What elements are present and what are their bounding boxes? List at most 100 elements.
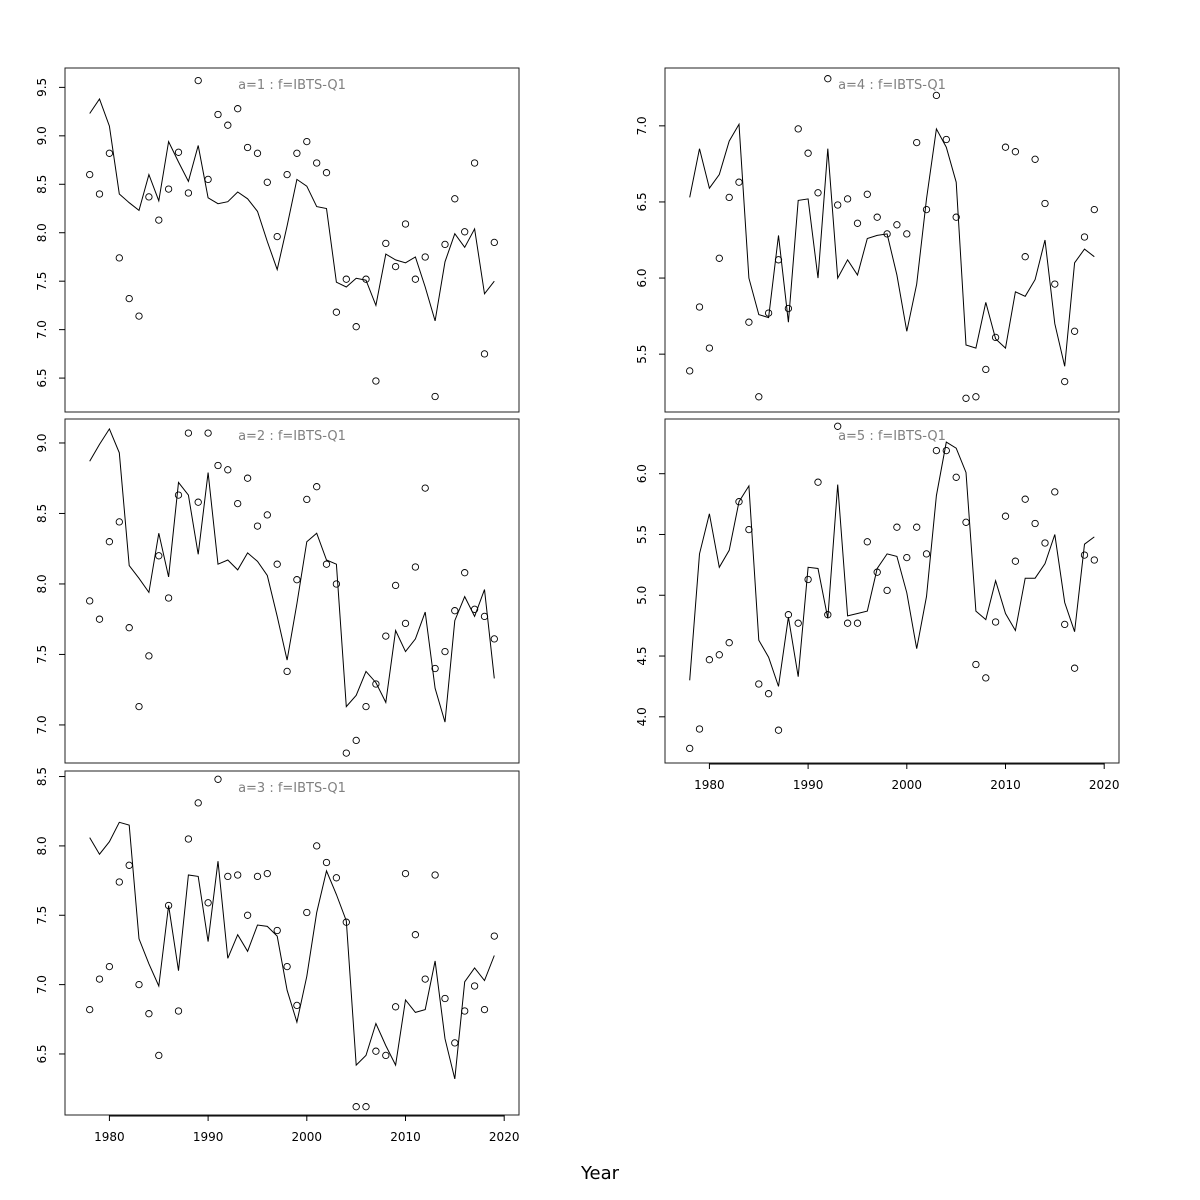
y-tick-label: 6.0 — [635, 464, 649, 483]
observed-point — [922, 205, 931, 214]
observed-point — [441, 240, 449, 249]
observed-point — [913, 523, 921, 531]
observed-point — [421, 975, 429, 983]
observed-point — [303, 495, 311, 504]
x-tick-label: 1980 — [694, 778, 725, 792]
observed-point — [972, 393, 980, 401]
observed-point — [932, 446, 941, 455]
observed-point — [794, 619, 802, 627]
observed-point — [982, 674, 990, 682]
fitted-line — [89, 427, 495, 723]
observed-point — [755, 680, 763, 688]
observed-point — [362, 1103, 370, 1111]
x-tick-label: 2020 — [1089, 778, 1120, 792]
observed-point — [273, 560, 281, 568]
panel-title: a=5 : f=IBTS-Q1 — [838, 429, 946, 444]
y-tick-label: 8.5 — [35, 504, 49, 523]
observed-point — [105, 962, 114, 971]
observed-point — [1041, 539, 1049, 547]
observed-point — [972, 660, 980, 669]
observed-point — [745, 525, 753, 534]
fitted-line — [89, 97, 495, 322]
observed-point — [853, 619, 862, 627]
y-tick-label: 8.0 — [35, 836, 49, 855]
observed-point — [145, 193, 153, 201]
observed-point — [814, 478, 822, 486]
observed-point — [224, 466, 232, 474]
observed-point — [164, 185, 173, 193]
observed-point — [1080, 551, 1089, 559]
observed-point — [283, 667, 291, 676]
observed-point — [451, 195, 459, 203]
observed-point — [1001, 512, 1010, 520]
observed-point — [834, 201, 842, 209]
observed-point — [234, 499, 242, 508]
panel-title: a=4 : f=IBTS-Q1 — [838, 78, 946, 93]
observed-point — [135, 312, 143, 320]
observed-point — [135, 702, 143, 711]
observed-point — [932, 91, 941, 100]
y-tick-label: 7.5 — [35, 906, 49, 925]
panel-title: a=2 : f=IBTS-Q1 — [238, 429, 346, 444]
observed-point — [725, 193, 733, 202]
observed-point — [115, 254, 123, 262]
observed-point — [125, 624, 133, 632]
observed-point — [273, 926, 281, 935]
observed-point — [352, 1103, 360, 1111]
observed-point — [982, 365, 990, 374]
observed-point — [962, 394, 970, 402]
observed-point — [214, 461, 222, 470]
observed-point — [470, 982, 479, 990]
y-tick-label: 7.5 — [35, 272, 49, 291]
panel-4: a=5 : f=IBTS-Q1 4.0 4.5 5.0 5.5 6.0 1980 1990 20… — [635, 418, 1120, 792]
observed-point — [421, 253, 429, 261]
observed-point — [184, 429, 193, 437]
observed-point — [303, 908, 311, 917]
observed-point — [283, 170, 291, 179]
observed-point — [243, 143, 252, 152]
observed-point — [441, 647, 449, 656]
observed-point — [1031, 519, 1039, 528]
y-tick-label: 8.5 — [35, 175, 49, 194]
observed-point — [283, 962, 291, 971]
y-tick-label: 4.0 — [635, 707, 649, 726]
observed-point — [421, 484, 429, 492]
observed-point — [952, 213, 960, 221]
observed-point — [293, 149, 301, 157]
observed-point — [293, 576, 301, 584]
observed-point — [164, 594, 173, 602]
observed-point — [1021, 253, 1029, 261]
observed-point — [332, 874, 341, 882]
observed-point — [125, 294, 133, 303]
observed-point — [401, 220, 410, 228]
observed-point — [784, 304, 793, 313]
observed-point — [942, 446, 950, 455]
observed-point — [1011, 557, 1020, 565]
fitted-line — [89, 821, 495, 1080]
observed-point — [411, 931, 420, 939]
observed-point — [480, 350, 489, 358]
observed-point — [725, 639, 733, 647]
observed-point — [372, 1047, 380, 1055]
observed-point — [962, 518, 970, 526]
observed-point — [834, 422, 842, 430]
observed-point — [1080, 233, 1089, 241]
y-tick-label: 6.5 — [635, 192, 649, 211]
observed-point — [411, 563, 420, 571]
observed-point — [86, 1005, 94, 1014]
observed-point — [322, 169, 331, 177]
observed-point — [224, 121, 232, 129]
observed-point — [86, 170, 94, 179]
observed-point — [735, 178, 743, 186]
observed-point — [194, 498, 202, 506]
observed-point — [913, 138, 921, 147]
observed-point — [431, 664, 439, 673]
observed-point — [313, 842, 321, 850]
observed-point — [794, 125, 802, 133]
observed-point — [490, 932, 498, 940]
observed-point — [824, 611, 832, 619]
observed-point — [922, 550, 931, 558]
observed-point — [470, 605, 479, 613]
observed-point — [1031, 155, 1039, 163]
observed-point — [461, 569, 469, 577]
